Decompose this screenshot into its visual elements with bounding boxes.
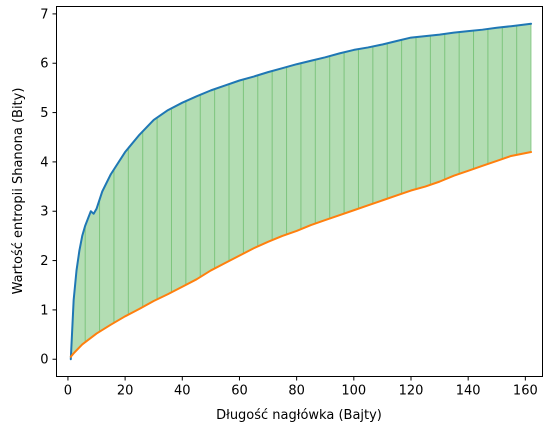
y-tick-label: 4 bbox=[40, 155, 48, 170]
x-axis: 0 20 40 60 80 100 120 140 160 bbox=[64, 376, 538, 399]
fill-layer bbox=[70, 23, 532, 360]
x-tick-label: 40 bbox=[174, 384, 191, 399]
plot-frame bbox=[56, 6, 543, 377]
y-tick-label: 3 bbox=[40, 205, 48, 220]
x-tick-label: 160 bbox=[513, 384, 538, 399]
line-layer bbox=[69, 22, 533, 361]
fill-between-area bbox=[70, 23, 532, 360]
x-tick-label: 120 bbox=[399, 384, 424, 399]
x-axis-title: Długość nagłówka (Bajty) bbox=[216, 408, 382, 423]
y-tick-label: 7 bbox=[40, 7, 48, 22]
x-tick-label: 80 bbox=[288, 384, 305, 399]
y-tick-label: 5 bbox=[40, 106, 48, 121]
y-tick-label: 1 bbox=[40, 303, 48, 318]
x-tick-label: 140 bbox=[456, 384, 481, 399]
y-tick-label: 6 bbox=[40, 57, 48, 72]
x-tick-label: 20 bbox=[117, 384, 134, 399]
y-axis-title: Wartość entropii Shanona (Bity) bbox=[11, 88, 26, 295]
y-axis: 0 1 2 3 4 5 6 7 bbox=[40, 7, 57, 368]
lower-series-line bbox=[69, 151, 533, 358]
x-tick-label: 0 bbox=[64, 384, 72, 399]
y-tick-label: 0 bbox=[40, 353, 48, 368]
upper-series-line bbox=[69, 22, 533, 361]
y-tick-label: 2 bbox=[40, 254, 48, 269]
x-tick-label: 60 bbox=[231, 384, 248, 399]
x-tick-label: 100 bbox=[341, 384, 366, 399]
